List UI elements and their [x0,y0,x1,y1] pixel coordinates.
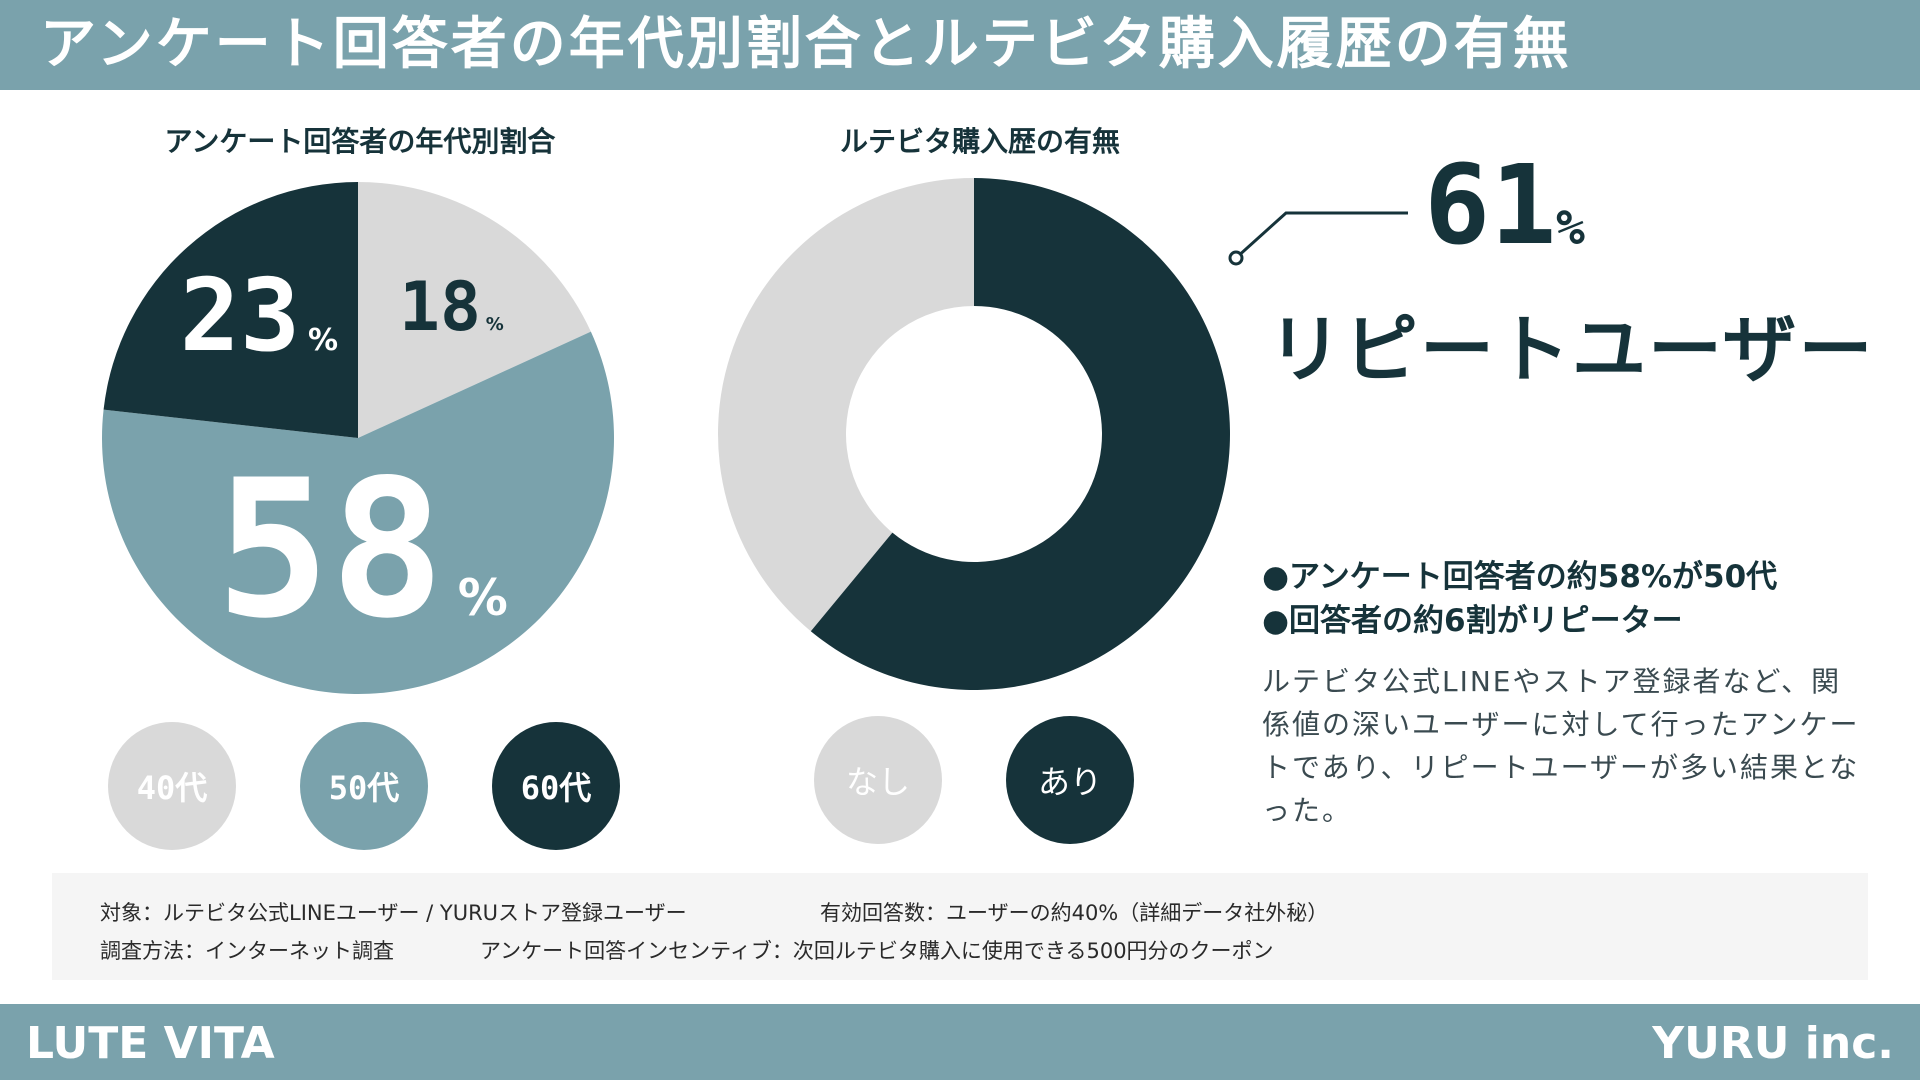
page-title: アンケート回答者の年代別割合とルテビタ購入履歴の有無 [40,12,1572,77]
pie-value-unit: % [486,314,504,335]
key-point: ●回答者の約6割がリピーター [1262,603,1683,639]
legend-item: なし [814,716,942,844]
purchase-donut-chart [718,178,1230,690]
legend-item: 60代 [492,722,620,850]
pie-value-label: 23 [180,257,300,374]
brand-logo-text: LUTE VITA [26,1018,275,1069]
info-target: 対象：ルテビタ公式LINEユーザー / YURUストア登録ユーザー [100,901,687,925]
description-text: ルテビタ公式LINEやストア登録者など、関係値の深いユーザーに対して行ったアンケ… [1262,665,1860,827]
callout-value: 61 [1424,141,1557,269]
pie-slice-1 [101,331,614,695]
callout-connector [1228,211,1408,266]
legend-item: 50代 [300,722,428,850]
key-points: ●アンケート回答者の約58%が50代 ●回答者の約6割がリピーター [1262,555,1777,643]
header-bar: アンケート回答者の年代別割合とルテビタ購入履歴の有無 [0,0,1920,90]
donut-slice-1 [810,178,1230,690]
age-pie-chart: 18 %58 %23% [101,182,614,695]
pie-value-label: 58 [216,439,445,660]
survey-info-box: 対象：ルテビタ公式LINEユーザー / YURUストア登録ユーザー 有効回答数：… [52,873,1868,980]
callout-label: リピートユーザー [1268,307,1875,393]
info-incentive: アンケート回答インセンティブ：次回ルテビタ購入に使用できる500円分のクーポン [480,939,1274,963]
info-method: 調査方法：インターネット調査 [100,939,394,963]
callout-unit: % [1556,200,1585,256]
key-point: ●アンケート回答者の約58%が50代 [1262,559,1778,595]
company-name: YURU inc. [1652,1018,1894,1069]
legend-item: あり [1006,716,1134,844]
pie-value-unit: % [458,569,508,627]
pie-value-label: 18 [399,268,481,347]
pie-slice-2 [103,182,358,438]
pie-slice-0 [358,182,591,438]
pie-value-unit: % [308,323,338,358]
pie-chart-title: アンケート回答者の年代別割合 [164,125,556,158]
donut-slice-0 [718,178,974,632]
legend-item: 40代 [108,722,236,850]
donut-chart-title: ルテビタ購入歴の有無 [839,125,1120,158]
footer-bar: LUTE VITA YURU inc. [0,1004,1920,1080]
info-responses: 有効回答数：ユーザーの約40%（詳細データ社外秘） [820,901,1329,925]
